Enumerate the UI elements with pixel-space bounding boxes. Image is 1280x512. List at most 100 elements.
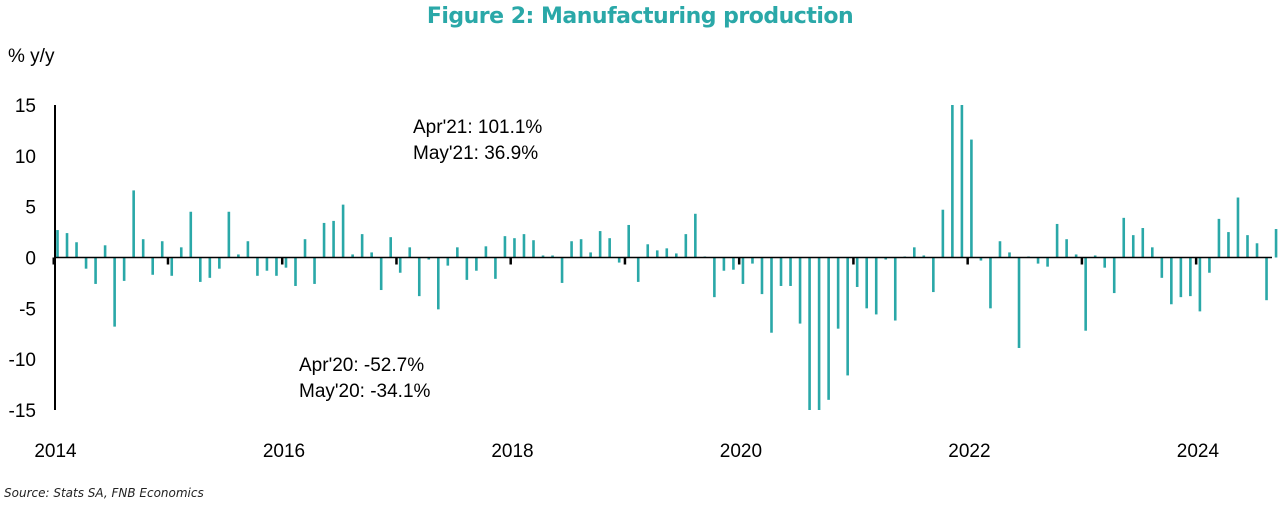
bar xyxy=(789,257,792,286)
bar xyxy=(360,234,364,258)
bar xyxy=(513,238,516,258)
bar xyxy=(65,233,69,258)
bar xyxy=(1008,252,1011,258)
bar xyxy=(827,257,830,400)
bar xyxy=(465,257,469,280)
bar xyxy=(1236,197,1240,258)
bar xyxy=(960,105,964,258)
x-tick-label: 2016 xyxy=(263,441,305,462)
bar xyxy=(494,257,497,279)
bar xyxy=(694,213,697,258)
bar xyxy=(303,239,307,258)
bar xyxy=(1122,217,1126,258)
bar xyxy=(617,257,621,263)
y-axis-ticks: 15 10 5 0 -5 -10 -15 xyxy=(9,96,36,422)
bar xyxy=(1189,257,1192,297)
bar xyxy=(199,257,202,282)
annotation-2021-may: May'21: 36.9% xyxy=(413,143,539,164)
bar xyxy=(103,245,107,258)
bar xyxy=(351,254,354,258)
x-tick-label: 2020 xyxy=(720,441,762,462)
bar xyxy=(398,257,402,273)
bar xyxy=(589,252,592,258)
bar xyxy=(1274,229,1278,258)
bar xyxy=(1217,218,1221,258)
annotation-2021-apr: Apr'21: 101.1% xyxy=(413,117,543,138)
bar xyxy=(560,257,564,283)
x-tick-label: 2014 xyxy=(34,441,77,462)
bar xyxy=(1198,257,1202,312)
bar xyxy=(1208,257,1211,273)
bar xyxy=(189,211,193,258)
y-tick-label: 5 xyxy=(25,198,36,219)
bar xyxy=(532,240,535,258)
bar xyxy=(389,237,392,258)
bar xyxy=(1151,247,1154,258)
bar xyxy=(379,257,383,291)
bar xyxy=(151,257,154,275)
bar xyxy=(874,257,878,315)
bar xyxy=(741,257,745,284)
bar xyxy=(246,241,250,258)
bar xyxy=(446,257,450,266)
bar xyxy=(170,257,174,276)
chart-title: Figure 2: Manufacturing production xyxy=(426,4,854,29)
bar xyxy=(922,255,926,258)
bar xyxy=(1055,223,1059,258)
annotation-2020: Apr'20: -52.7% May'20: -34.1% xyxy=(299,353,430,405)
bar xyxy=(370,252,373,258)
bar xyxy=(579,239,583,258)
annotation-2020-apr: Apr'20: -52.7% xyxy=(299,355,425,376)
x-tick-label: 2024 xyxy=(1177,441,1220,462)
bar xyxy=(551,255,554,258)
bar xyxy=(1065,239,1068,258)
bar xyxy=(1265,257,1268,301)
x-tick-label: 2022 xyxy=(948,441,990,462)
bar xyxy=(865,257,868,309)
bar xyxy=(884,257,888,260)
bar xyxy=(941,209,945,258)
bar xyxy=(1246,235,1249,258)
bar xyxy=(770,257,773,333)
bar xyxy=(475,257,478,271)
y-tick-label: 0 xyxy=(25,249,36,270)
bar xyxy=(675,253,678,258)
bar xyxy=(1227,232,1230,258)
bar xyxy=(522,234,526,258)
bar xyxy=(256,257,259,276)
bar xyxy=(1179,257,1183,298)
bar xyxy=(684,234,688,258)
bar xyxy=(75,242,78,258)
bar xyxy=(627,224,630,258)
bar-series xyxy=(56,105,1278,410)
bar xyxy=(332,220,335,258)
axes xyxy=(52,105,1272,410)
y-tick-label: 15 xyxy=(15,96,36,117)
bar xyxy=(1084,257,1087,331)
bar xyxy=(56,230,59,258)
bar xyxy=(989,257,992,309)
bar xyxy=(275,257,278,276)
annotation-2020-may: May'20: -34.1% xyxy=(299,381,431,402)
bar xyxy=(1074,254,1078,258)
bar xyxy=(227,211,231,258)
bar xyxy=(122,257,126,281)
y-tick-label: -5 xyxy=(19,299,36,320)
bar xyxy=(456,247,459,258)
bar xyxy=(541,255,545,258)
y-tick-label: -10 xyxy=(9,350,36,371)
bar xyxy=(836,257,840,329)
annotation-2021: Apr'21: 101.1% May'21: 36.9% xyxy=(413,115,542,167)
bar xyxy=(1160,257,1164,278)
bar xyxy=(265,257,269,271)
bar xyxy=(322,222,326,258)
bar xyxy=(608,238,611,258)
bar xyxy=(598,231,602,258)
bar xyxy=(932,257,935,293)
bar xyxy=(760,257,764,295)
y-tick-label: 10 xyxy=(15,147,36,168)
bar xyxy=(1255,243,1259,258)
bar xyxy=(951,105,954,258)
bar xyxy=(970,139,973,258)
y-tick-label: -15 xyxy=(9,401,36,422)
